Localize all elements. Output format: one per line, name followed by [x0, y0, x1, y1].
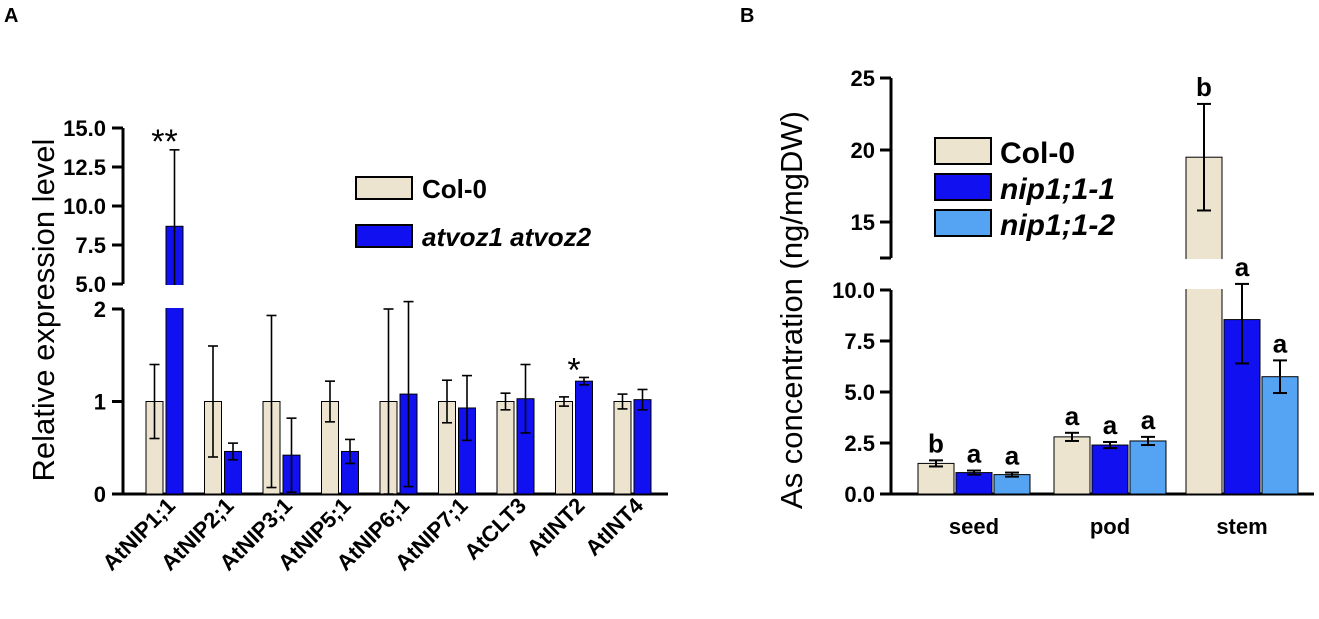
- b-y-tick-label: 15: [851, 210, 875, 235]
- b-axis-break-gap: [1183, 259, 1225, 289]
- b-y-tick-label: 7.5: [844, 329, 875, 354]
- panel-a-y-axis-label: Relative expression level: [26, 139, 61, 482]
- b-letter-col-0-pod: a: [1065, 401, 1080, 431]
- legend-swatch-atvoz1-atvoz2: [355, 224, 413, 248]
- legend-label-nip1-1-1: nip1;1-1: [1000, 173, 1115, 206]
- legend-swatch-col-0-b: [934, 137, 992, 165]
- b-letter-nip1-1-2-stem: a: [1273, 328, 1288, 358]
- b-bar-col-0-seed: [917, 462, 955, 495]
- b-letter-nip1-1-1-pod: a: [1103, 410, 1118, 440]
- b-bar-col-0-pod: [1053, 436, 1091, 495]
- panel-b-y-axis-label: As concentration (ng/mgDW): [774, 111, 809, 509]
- a-y-tick-label: 7.5: [75, 233, 106, 258]
- panel-a-label: A: [4, 5, 18, 27]
- b-y-tick-label: 25: [851, 66, 875, 91]
- legend-label-col-0: Col-0: [422, 174, 487, 204]
- b-y-tick-label: 10.0: [832, 278, 875, 303]
- b-letter-nip1-1-2-seed: a: [1005, 441, 1020, 471]
- b-y-tick-label: 20: [851, 138, 875, 163]
- panel-b-chart: As concentration (ng/mgDW) 0.0 2.5 5.0 7.5 1…: [774, 66, 1314, 539]
- a-y-tick-label: 0: [94, 482, 106, 507]
- a-y-tick-label: 10.0: [63, 194, 106, 219]
- b-letter-col-0-stem: b: [1196, 72, 1212, 102]
- a-bar-col-0-atclt3: [496, 401, 515, 495]
- a-category-label-atclt3: AtCLT3: [459, 493, 531, 565]
- legend-swatch-nip1-1-2: [934, 209, 992, 237]
- a-significance-atnip1-1: **: [151, 123, 177, 161]
- panel-b-legend: Col-0 nip1;1-1 nip1;1-2: [934, 137, 1115, 242]
- a-category-label-atint2: AtINT2: [522, 493, 590, 561]
- a-y-tick-label: 12.5: [63, 155, 106, 180]
- panel-a-chart: Relative expression level 0 1 25.0 7.5 10.0 1…: [26, 116, 668, 575]
- a-y-tick-label: 15.0: [63, 116, 106, 141]
- a-axis-break-gap: [164, 285, 185, 308]
- a-y-tick-label: 5.0: [75, 272, 106, 297]
- b-letter-nip1-1-1-seed: a: [967, 439, 982, 469]
- b-letter-col-0-seed: b: [928, 428, 944, 458]
- legend-swatch-col-0: [355, 176, 413, 200]
- legend-label-nip1-1-2: nip1;1-2: [1000, 209, 1115, 242]
- b-letter-nip1-1-2-pod: a: [1141, 405, 1156, 435]
- b-letter-nip1-1-1-stem: a: [1235, 252, 1250, 282]
- b-bar-nip1-1-2-stem: [1261, 376, 1299, 495]
- b-bar-nip1-1-2-pod: [1129, 440, 1167, 495]
- b-category-label-stem: stem: [1216, 514, 1267, 539]
- b-y-tick-label: 2.5: [844, 431, 875, 456]
- a-bar-atvoz1-atvoz2-atint2: [575, 380, 593, 495]
- legend-label-col-0-b: Col-0: [1000, 137, 1075, 170]
- a-y-tick-label: 2: [94, 297, 106, 322]
- legend-label-atvoz1-atvoz2: atvoz1 atvoz2: [422, 222, 592, 252]
- b-y-tick-label: 5.0: [844, 380, 875, 405]
- a-y-tick-label: 1: [94, 390, 106, 415]
- b-category-label-seed: seed: [949, 514, 999, 539]
- a-category-label-atint4: AtINT4: [580, 492, 648, 560]
- a-bar-col-0-atint4: [613, 401, 632, 495]
- panel-a-legend: Col-0 atvoz1 atvoz2: [355, 174, 592, 252]
- b-category-label-pod: pod: [1090, 514, 1130, 539]
- a-bar-col-0-atint2: [555, 401, 573, 495]
- a-significance-atint2: *: [567, 351, 580, 389]
- b-bar-col-0-stem: [1185, 156, 1223, 495]
- panel-b-label: B: [740, 5, 754, 27]
- b-bar-nip1-1-1-pod: [1091, 444, 1129, 495]
- b-bar-nip1-1-1-seed: [955, 472, 993, 495]
- b-y-tick-label: 0.0: [844, 482, 875, 507]
- a-bar-atvoz1-atvoz2-atint4: [633, 399, 652, 495]
- legend-swatch-nip1-1-1: [934, 173, 992, 201]
